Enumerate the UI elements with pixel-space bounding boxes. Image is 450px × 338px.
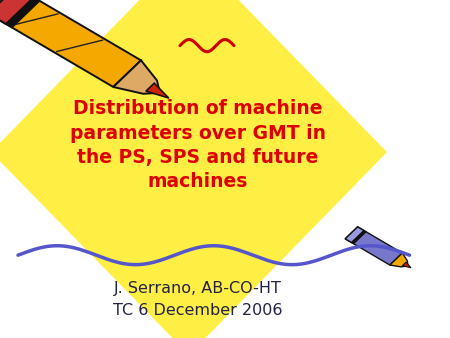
Polygon shape xyxy=(6,0,40,27)
Text: Distribution of machine
parameters over GMT in
the PS, SPS and future
machines: Distribution of machine parameters over … xyxy=(70,99,326,191)
Polygon shape xyxy=(113,61,160,94)
Polygon shape xyxy=(0,0,34,24)
Text: J. Serrano, AB-CO-HT
TC 6 December 2006: J. Serrano, AB-CO-HT TC 6 December 2006 xyxy=(113,281,283,318)
Polygon shape xyxy=(345,227,364,243)
Polygon shape xyxy=(351,231,366,244)
Polygon shape xyxy=(390,253,408,267)
Polygon shape xyxy=(0,0,141,87)
Polygon shape xyxy=(345,227,402,265)
Polygon shape xyxy=(146,83,169,98)
Polygon shape xyxy=(0,0,387,338)
Polygon shape xyxy=(402,262,411,268)
